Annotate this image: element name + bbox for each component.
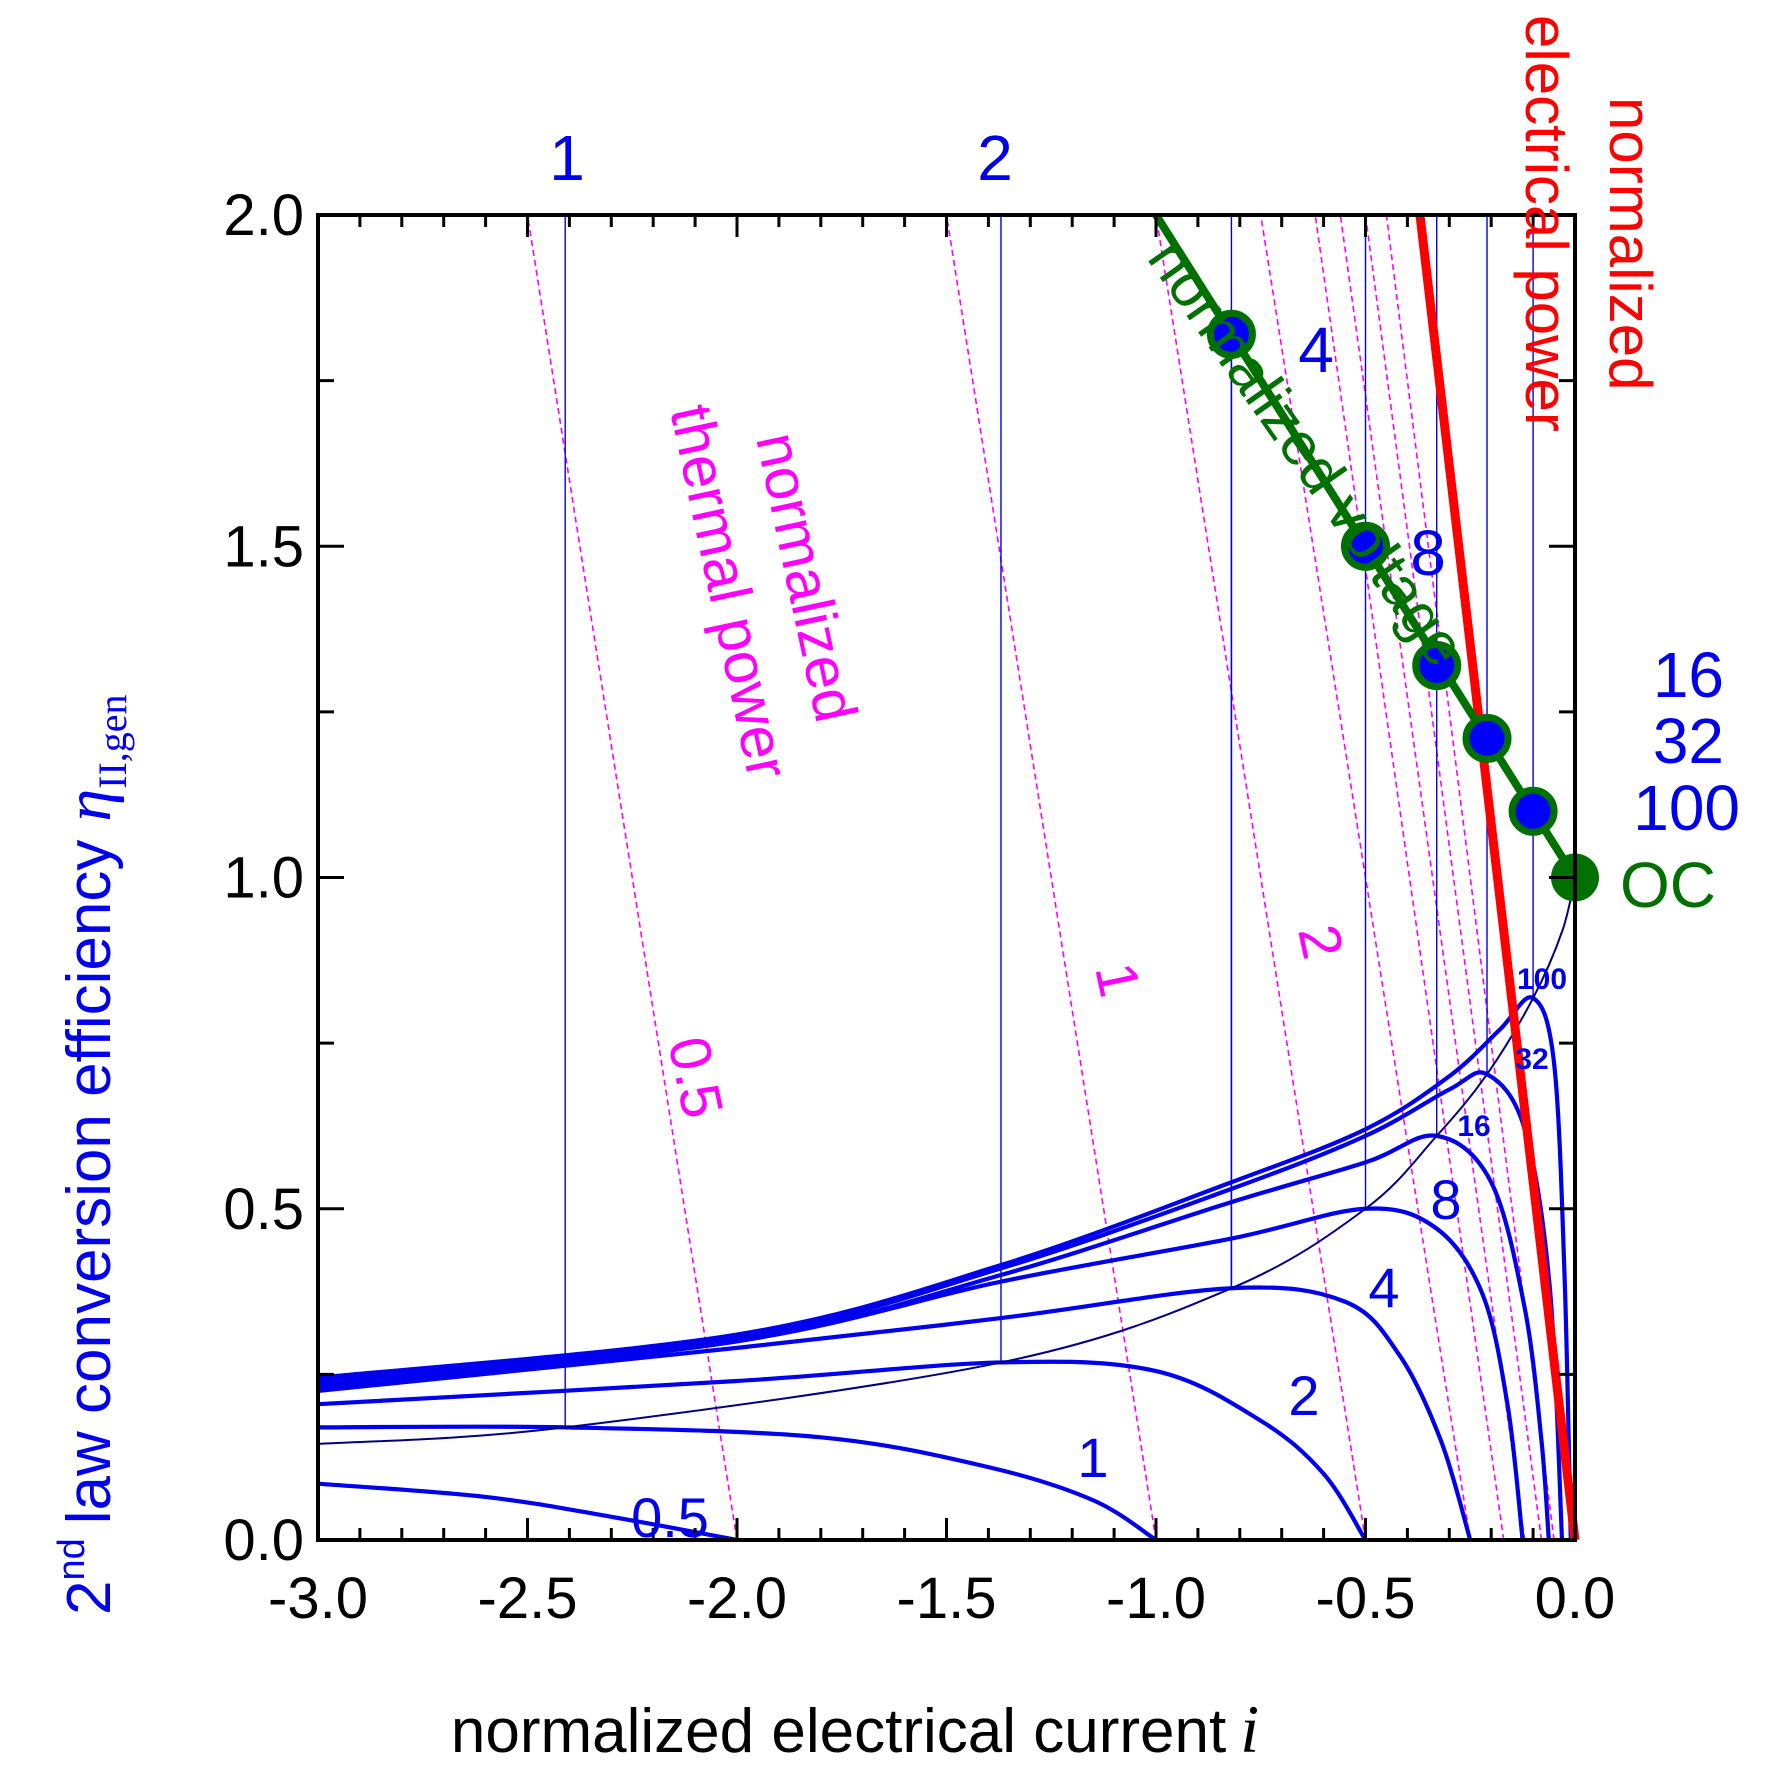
label-right-32: 32 bbox=[1653, 705, 1724, 777]
y-tick-label: 0.0 bbox=[223, 1508, 304, 1573]
efficiency-curve-4 bbox=[317, 1285, 1473, 1541]
y-label-text: law conversion efficiency bbox=[55, 840, 124, 1525]
x-tick-label: -1.0 bbox=[1106, 1566, 1206, 1631]
label-top-4: 4 bbox=[1298, 314, 1334, 386]
label-top-8: 8 bbox=[1410, 517, 1446, 589]
efficiency-curve-32 bbox=[317, 1070, 1565, 1541]
curve-label-1: 1 bbox=[1077, 1426, 1108, 1489]
x-label-symbol: i bbox=[1240, 1691, 1259, 1767]
y-axis-label: 2nd law conversion efficiency ηII,gen bbox=[51, 694, 135, 1615]
voltage-marker-2 bbox=[1412, 641, 1462, 690]
thermal-power-line-4 bbox=[1314, 214, 1505, 1541]
curve-label-0.5: 0.5 bbox=[631, 1486, 709, 1549]
y-tick-label: 1.0 bbox=[223, 846, 304, 911]
x-tick-label: -2.0 bbox=[687, 1566, 787, 1631]
curve-label-32: 32 bbox=[1515, 1043, 1548, 1076]
y-tick-label: 2.0 bbox=[223, 183, 304, 248]
y-label-prefix: 2 bbox=[55, 1581, 124, 1615]
voltage-marker-1 bbox=[1341, 521, 1390, 571]
curve-label-16: 16 bbox=[1457, 1110, 1490, 1143]
x-tick-label: -2.5 bbox=[478, 1566, 578, 1631]
efficiency-curve-0.5 bbox=[317, 1481, 738, 1543]
plot-frame bbox=[316, 213, 1577, 1542]
y-tick-label: 0.5 bbox=[223, 1177, 304, 1242]
curve-label-8: 8 bbox=[1430, 1168, 1461, 1231]
electrical-power-title-line2: electrical power bbox=[1513, 15, 1580, 432]
x-tick-label: -0.5 bbox=[1316, 1566, 1416, 1631]
y-label-subscript: II,gen bbox=[90, 694, 135, 788]
label-oc: OC bbox=[1620, 849, 1716, 921]
curve-label-2: 2 bbox=[1288, 1364, 1319, 1427]
plot-axes: -3.0 -2.5 -2.0 -1.5 -1.0 -0.5 0.0 0.0 0.5 1.0 1.5 2… bbox=[223, 183, 1615, 1631]
thermal-power-label-1: 1 bbox=[1082, 957, 1152, 1002]
x-tick-label: -3.0 bbox=[268, 1566, 368, 1631]
label-top-1: 1 bbox=[549, 122, 585, 194]
efficiency-curve-16 bbox=[317, 1133, 1551, 1541]
x-axis-label: normalized electrical current i bbox=[451, 1691, 1259, 1767]
electrical-power-line bbox=[1415, 214, 1580, 1541]
label-right-100: 100 bbox=[1633, 772, 1740, 844]
label-right-16: 16 bbox=[1653, 639, 1724, 711]
optimum-envelope bbox=[317, 877, 1576, 1445]
thermal-power-label-2: 2 bbox=[1285, 919, 1355, 964]
thermal-power-label-0.5: 0.5 bbox=[655, 1031, 735, 1123]
efficiency-curve-100 bbox=[317, 995, 1573, 1541]
voltage-marker-0 bbox=[1206, 309, 1256, 359]
y-label-sup: nd bbox=[51, 1538, 93, 1580]
thermal-power-line-1 bbox=[945, 214, 1157, 1541]
thermal-power-line-6 bbox=[1364, 214, 1543, 1541]
label-top-2: 2 bbox=[977, 122, 1013, 194]
electrical-power-title-line1: normalized bbox=[1597, 97, 1664, 390]
y-tick-label: 1.5 bbox=[223, 514, 304, 579]
plot-content bbox=[317, 212, 1599, 1543]
voltage-marker-4 bbox=[1508, 786, 1558, 836]
curve-label-4: 4 bbox=[1368, 1256, 1399, 1319]
thermal-power-line-2 bbox=[1155, 214, 1367, 1541]
x-label-text: normalized electrical current bbox=[451, 1697, 1226, 1766]
thermal-power-line-0 bbox=[526, 214, 738, 1541]
svg-text:2ndlaw conversion efficiencyηI: 2nd law conversion efficiency ηII,gen bbox=[51, 694, 135, 1615]
voltage-marker-3 bbox=[1462, 713, 1512, 763]
curve-label-100: 100 bbox=[1517, 963, 1567, 996]
x-tick-label: 0.0 bbox=[1535, 1566, 1616, 1631]
x-tick-label: -1.5 bbox=[897, 1566, 997, 1631]
efficiency-curve-2 bbox=[317, 1359, 1368, 1542]
y-label-symbol: η bbox=[52, 789, 125, 822]
efficiency-curve-1 bbox=[317, 1424, 1158, 1542]
thermal-power-line-5 bbox=[1339, 214, 1526, 1541]
